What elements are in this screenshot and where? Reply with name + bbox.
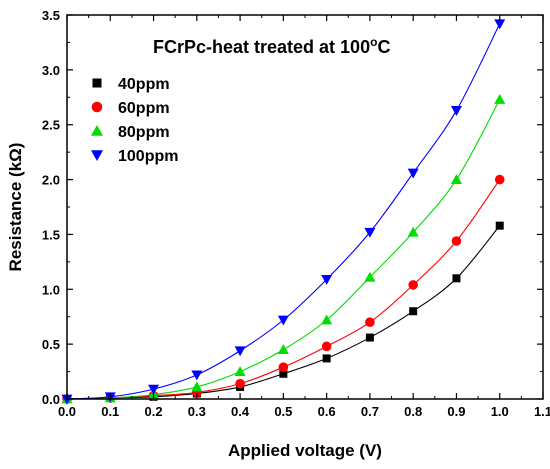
legend-label: 80ppm: [118, 124, 170, 141]
data-point: [407, 226, 419, 237]
y-tick-label: 1.0: [42, 282, 60, 297]
legend: 40ppm 60ppm 80ppm 100ppm: [91, 76, 178, 165]
data-point: [191, 370, 203, 381]
x-tick-label: 0.2: [145, 404, 163, 419]
data-point: [321, 314, 333, 325]
series-60ppm: [62, 174, 505, 404]
data-point: [191, 381, 203, 392]
data-point: [277, 344, 289, 355]
legend-item-100ppm: 100ppm: [91, 148, 178, 165]
y-tick-label: 2.5: [42, 118, 60, 133]
data-point: [148, 384, 160, 395]
x-tick-label: 0.4: [231, 404, 250, 419]
data-point: [321, 275, 333, 285]
ticks-layer: 0.0 0.1 0.2 0.3 0.4 0.5 0.6 0.7 0.8 0.9 1.0 1.1 0.0 0…: [42, 8, 550, 419]
series-40ppm: [63, 221, 504, 403]
data-point: [365, 333, 374, 342]
data-point: [494, 19, 506, 30]
plot-frame: [66, 14, 544, 400]
y-tick-label: 2.0: [42, 173, 60, 188]
data-point: [409, 307, 418, 316]
series-layer: [61, 19, 506, 405]
legend-item-40ppm: 40ppm: [92, 76, 170, 93]
data-point: [364, 227, 376, 238]
data-point: [234, 346, 246, 357]
x-tick-label: 1.1: [534, 404, 550, 419]
data-point: [450, 174, 462, 184]
chart-title-unit: C: [377, 37, 390, 57]
data-point: [234, 366, 246, 376]
y-axis-title: Resistance (kΩ): [6, 143, 25, 272]
data-point: [277, 315, 289, 326]
data-point: [321, 341, 332, 352]
data-point: [494, 93, 506, 104]
x-tick-label: 0.3: [188, 404, 206, 419]
legend-label: 60ppm: [118, 100, 170, 117]
x-tick-label: 0.9: [447, 404, 465, 419]
series-line: [66, 23, 501, 400]
series-100ppm: [61, 19, 506, 405]
x-tick-label: 0.5: [274, 404, 292, 419]
data-point: [279, 369, 288, 378]
x-tick-label: 0.1: [101, 404, 119, 419]
legend-item-80ppm: 80ppm: [91, 124, 170, 141]
data-point: [452, 274, 461, 283]
chart-title: FCrPc-heat treated at 100oC: [153, 35, 390, 57]
data-point: [494, 174, 505, 185]
chart-title-main: FCrPc-heat treated at 100: [153, 37, 370, 57]
y-tick-label: 3.5: [42, 8, 60, 23]
data-point: [407, 168, 419, 179]
data-point: [408, 280, 418, 290]
legend-item-60ppm: 60ppm: [91, 100, 170, 117]
data-point: [495, 221, 504, 230]
x-tick-label: 0.7: [361, 404, 379, 419]
data-point: [365, 317, 375, 328]
x-axis-title: Applied voltage (V): [228, 441, 382, 460]
x-tick-label: 0.6: [318, 404, 336, 419]
data-point: [235, 378, 245, 389]
data-point: [451, 236, 462, 246]
x-tick-label: 1.0: [491, 404, 509, 419]
data-point: [364, 271, 376, 282]
legend-marker: [91, 125, 103, 136]
y-tick-label: 3.0: [42, 63, 60, 78]
x-tick-label: 0.0: [58, 404, 76, 419]
chart-title-degree: o: [370, 35, 377, 49]
data-point: [278, 362, 289, 372]
data-point: [450, 106, 462, 116]
legend-label: 40ppm: [118, 76, 170, 93]
legend-marker: [91, 150, 103, 161]
y-tick-label: 0.0: [42, 392, 60, 407]
data-point: [322, 354, 331, 363]
y-tick-label: 1.5: [42, 227, 60, 242]
x-tick-label: 0.8: [404, 404, 422, 419]
legend-label: 100ppm: [118, 148, 178, 165]
series-line: [66, 99, 501, 400]
legend-marker: [92, 78, 102, 88]
legend-marker: [91, 101, 103, 113]
y-tick-label: 0.5: [42, 337, 60, 352]
